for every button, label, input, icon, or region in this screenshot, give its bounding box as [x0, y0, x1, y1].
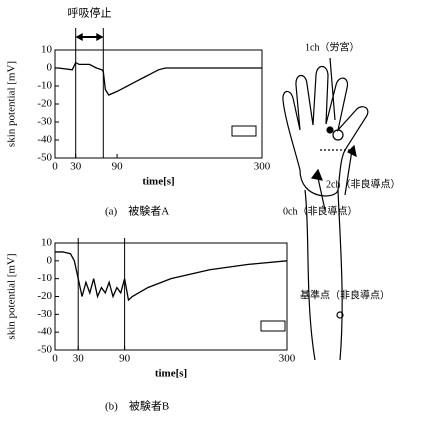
x-tick-label: 90	[112, 161, 124, 173]
arrow-head	[96, 33, 103, 41]
y-tick-label: 0	[47, 62, 53, 74]
annotation: 呼吸停止	[68, 6, 112, 20]
y-tick-label: 10	[41, 237, 53, 249]
y-tick-label: -50	[37, 152, 52, 164]
y-tick-label: -30	[37, 116, 52, 128]
diagram-label: 基準点（非良導点）	[300, 288, 390, 301]
caption: (b) 被験者B	[105, 399, 169, 413]
x-tick-label: 300	[279, 353, 296, 365]
diagram-label: 1ch（労宮）	[305, 40, 359, 53]
x-tick-label: 30	[73, 353, 85, 365]
y-tick-label: -20	[37, 290, 52, 302]
x-axis-label: time[s]	[142, 176, 174, 188]
y-tick-label: -40	[37, 134, 52, 146]
plot-frame	[55, 50, 262, 158]
x-tick-label: 0	[52, 161, 58, 173]
arrow-head	[76, 33, 83, 41]
y-axis-label: skin potential [mV]	[6, 61, 18, 147]
figure: 1ch（労宮） 2ch（非良導点） 0ch（非良導点） 基準点（非良導点） 10…	[0, 0, 437, 425]
y-tick-label: -50	[37, 344, 52, 356]
y-axis-label: skin potential [mV]	[6, 253, 18, 339]
diagram-label: 2ch（非良導点）	[326, 177, 400, 190]
y-tick-label: -10	[37, 272, 52, 284]
x-tick-label: 90	[119, 353, 131, 365]
legend-box	[232, 126, 256, 136]
plot-frame	[55, 243, 287, 350]
x-tick-label: 30	[70, 161, 82, 173]
y-tick-label: -10	[37, 80, 52, 92]
data-line	[55, 63, 262, 95]
y-tick-label: 0	[47, 254, 53, 266]
x-axis-label: time[s]	[155, 368, 187, 380]
y-tick-label: -30	[37, 308, 52, 320]
y-tick-label: -40	[37, 326, 52, 338]
diagram-label: 0ch（非良導点）	[283, 204, 357, 217]
x-tick-label: 300	[254, 161, 271, 173]
data-line	[55, 252, 287, 300]
x-tick-label: 0	[52, 353, 58, 365]
caption: (a) 被験者A	[105, 204, 169, 218]
y-tick-label: -20	[37, 98, 52, 110]
legend-box	[261, 321, 285, 331]
y-tick-label: 10	[41, 44, 53, 56]
